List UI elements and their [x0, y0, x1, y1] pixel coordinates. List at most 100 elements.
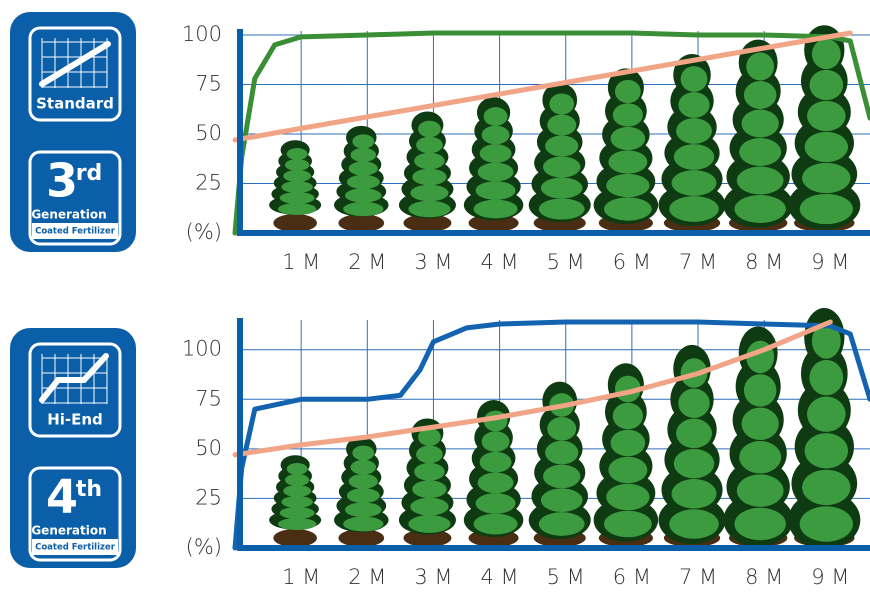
- product: Coated Fertilizer: [35, 227, 116, 237]
- x-tick-label: 3 M: [414, 250, 452, 274]
- series-line: [232, 319, 833, 458]
- series-line: [232, 30, 853, 143]
- tree-trunk: [273, 214, 317, 232]
- tree-foliage: [343, 201, 384, 217]
- y-tick-label: 100: [182, 22, 222, 46]
- tree-trunk: [403, 214, 452, 232]
- x-tick-label: 4 M: [481, 565, 519, 589]
- tree-foliage: [610, 429, 646, 457]
- tree-foliage: [811, 38, 841, 70]
- tree-foliage: [802, 162, 851, 194]
- tree-foliage: [743, 81, 777, 109]
- x-tick-label: 6 M: [613, 250, 651, 274]
- tree-foliage: [545, 440, 579, 465]
- tree-foliage: [416, 445, 443, 464]
- tree-foliage: [671, 170, 717, 196]
- gen-number: 4: [46, 470, 78, 524]
- tree-foliage: [604, 197, 652, 221]
- x-tick-label: 5 M: [547, 565, 585, 589]
- tree-foliage: [547, 416, 577, 441]
- tree-foliage: [606, 173, 650, 198]
- tree-foliage: [352, 134, 375, 149]
- tree-foliage: [669, 196, 719, 222]
- tree-foliage: [807, 100, 846, 132]
- tree-trunk: [403, 529, 452, 547]
- x-tick-label: 9 M: [811, 250, 849, 274]
- badge-label: Standard: [36, 95, 114, 113]
- x-tick-label: 5 M: [547, 250, 585, 274]
- tree-foliage: [279, 507, 315, 519]
- tree-foliage: [473, 513, 518, 535]
- y-tick-label: 100: [182, 337, 222, 361]
- tree-foliage: [811, 323, 841, 359]
- tree-foliage: [350, 147, 377, 163]
- tree-foliage: [483, 107, 508, 126]
- gen-suffix: rd: [76, 161, 103, 186]
- gen-text: Generation: [31, 208, 106, 222]
- x-tick-label: 8 M: [745, 250, 783, 274]
- tree-foliage: [348, 473, 378, 489]
- tree-foliage: [346, 488, 380, 504]
- tree-foliage: [350, 459, 377, 475]
- tree-foliage: [286, 148, 308, 160]
- icon-line: [39, 353, 109, 403]
- tree-foliage: [734, 507, 786, 541]
- gen-suffix: th: [76, 477, 102, 502]
- y-tick-label: 25: [195, 485, 222, 509]
- x-tick-label: 8 M: [745, 565, 783, 589]
- product-strip: [32, 539, 118, 555]
- tree-foliage: [804, 131, 849, 163]
- tree-foliage: [734, 195, 786, 223]
- series-line: [232, 30, 870, 236]
- tree-foliage: [549, 93, 575, 115]
- x-tick-label: 2 M: [348, 565, 386, 589]
- tree-foliage: [343, 516, 384, 532]
- tree-foliage: [418, 120, 441, 138]
- tree-foliage: [412, 168, 447, 186]
- tree-foliage: [540, 177, 583, 199]
- tree-foliage: [475, 181, 516, 200]
- tree-foliage: [344, 188, 382, 203]
- tree-foliage: [543, 156, 581, 178]
- tree-foliage: [547, 114, 577, 136]
- tree-foliage: [481, 431, 510, 452]
- tree-foliage: [479, 144, 512, 163]
- tree-foliage: [671, 479, 717, 509]
- tree-trunk: [273, 529, 317, 547]
- x-tick-label: 2 M: [348, 250, 386, 274]
- gen-number: 3: [46, 154, 78, 208]
- icon-line: [39, 41, 111, 87]
- tree-foliage: [680, 66, 708, 92]
- badge-label: Hi-End: [47, 411, 103, 429]
- tree-trunk: [338, 529, 385, 547]
- x-tick-label: 3 M: [414, 565, 452, 589]
- tree-foliage: [416, 136, 443, 154]
- tree-foliage: [412, 480, 447, 499]
- tree-foliage: [408, 515, 451, 533]
- y-tick-label: 75: [195, 386, 222, 410]
- tree-foliage: [610, 126, 646, 151]
- tree-foliage: [804, 433, 849, 469]
- x-tick-label: 4 M: [481, 250, 519, 274]
- gen-text: Generation: [31, 524, 106, 538]
- tree-foliage: [410, 184, 449, 202]
- tree-foliage: [277, 203, 317, 215]
- tree-foliage: [475, 493, 516, 514]
- x-tick-label: 7 M: [679, 565, 717, 589]
- icon-frame: [28, 26, 122, 122]
- x-tick-label: 9 M: [811, 565, 849, 589]
- tree-foliage: [281, 496, 313, 508]
- tree-foliage: [408, 200, 451, 218]
- tree-foliage: [608, 456, 648, 484]
- tree-foliage: [736, 166, 784, 195]
- icon-frame: [28, 342, 122, 438]
- tree-foliage: [479, 451, 512, 473]
- tree-foliage: [277, 518, 317, 530]
- tree-foliage: [678, 92, 710, 118]
- tree-foliage: [612, 402, 643, 430]
- tree-foliage: [743, 374, 777, 407]
- y-tick-label: 75: [195, 71, 222, 95]
- tree-foliage: [739, 440, 782, 474]
